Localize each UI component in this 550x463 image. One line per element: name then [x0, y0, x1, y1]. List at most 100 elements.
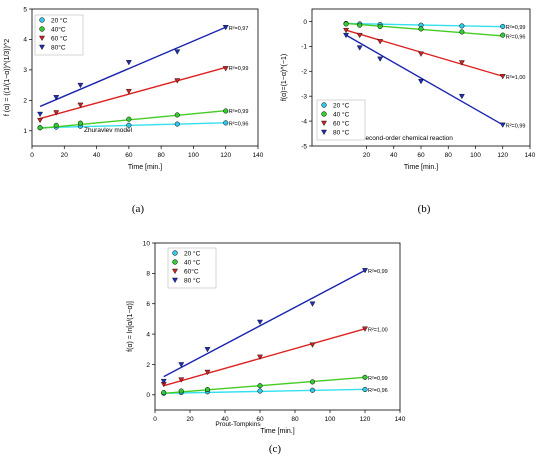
panel-c-data-point: [257, 354, 263, 360]
panel-c-fit-line: [163, 388, 366, 394]
panel-a-r2-label: R²=0,99: [229, 109, 249, 115]
panel-c-legend-marker: [172, 277, 178, 284]
panel-b-data-point: [377, 23, 383, 29]
panel-a-legend-marker: [39, 35, 45, 42]
panel-c-data-point: [178, 388, 184, 394]
panel-a-r2-label: R²=0,96: [229, 121, 249, 127]
panel-c-data-point: [309, 387, 316, 393]
panel-c-legend-marker: [172, 250, 178, 256]
panel-c-data-point: [204, 347, 211, 353]
panel-a-x-tick-label: 40: [93, 152, 101, 159]
panel-c-x-tick-label: 20: [186, 416, 194, 423]
panel-b-x-tick-label: 20: [363, 152, 371, 159]
panel-b-legend-marker: [321, 120, 327, 127]
panel-a-data-point: [77, 120, 83, 126]
panel-a-r2-label: R²=0,97: [229, 26, 249, 32]
panel-b-x-tick-label: 80: [445, 152, 453, 159]
panel-a-data-point: [222, 66, 229, 72]
panel-c-data-point: [178, 377, 185, 383]
panel-a-y-tick-label: 5: [23, 6, 27, 13]
panel-a-data-point: [37, 111, 44, 118]
panel-c-data-point: [309, 301, 316, 307]
panel-a-plot-frame: [31, 8, 259, 147]
panel-c-legend-label: 40 °C: [184, 258, 201, 266]
panel-a-fit-line: [40, 109, 226, 130]
panel-b-data-point: [357, 22, 363, 28]
panel-c-y-tick-label: 0: [146, 392, 150, 399]
panel-c-x-tick-label: 40: [221, 416, 229, 423]
panel-a-data-point: [223, 120, 229, 126]
panel-b-data-point: [343, 21, 349, 27]
panel-a-data-point: [174, 49, 181, 55]
panel-b-data-point: [500, 23, 506, 29]
panel-c-x-axis-label: Time [min.]: [260, 428, 294, 435]
panel-b-y-tick-label: -1: [301, 44, 307, 51]
panel-b-legend-label: 40 °C: [333, 110, 350, 118]
panel-a-x-axis-label: Time [min.]: [128, 164, 162, 171]
panel-c-y-tick-label: 4: [146, 331, 150, 338]
chart-panel-b: 20 40 60 80 100 120 140 -5 -4 -3 -2 -1 0 Time [min.] f…: [281, 8, 536, 215]
panel-b-legend-label: 60 °C: [333, 119, 350, 127]
panel-a-fit-line: [39, 66, 226, 120]
panel-a-data-point: [77, 102, 84, 108]
panel-a-x-tick-label: 60: [125, 152, 133, 159]
panel-c-y-tick-label: 6: [146, 301, 150, 308]
panel-b-fit-line: [345, 34, 504, 126]
panel-a-y-tick-label: 2: [23, 98, 27, 105]
panel-b-data-point: [459, 23, 465, 29]
panel-b-x-tick-label: 100: [470, 152, 481, 159]
panel-c-legend-label: 80 °C: [184, 276, 201, 284]
panel-b-data-point: [377, 56, 384, 62]
panel-c-x-tick-label: 120: [360, 416, 371, 423]
panel-a-x-tick-label: 0: [30, 152, 34, 159]
panel-b-r2-label: R²=0,99: [506, 123, 526, 129]
panel-c-data-point: [309, 379, 316, 385]
panel-a-data-point: [53, 95, 60, 101]
panel-a-y-tick-label: 1: [23, 128, 27, 135]
panel-a-legend-marker: [39, 26, 45, 32]
panel-a-legend-label: 40°C: [51, 25, 66, 33]
panel-a-y-axis-label: f (α) = ((1/(1−α))^(1/3))^2: [4, 39, 11, 116]
panel-a-data-point: [174, 112, 180, 118]
panel-b-annotation: Second-order chemical reaction: [361, 135, 453, 142]
panel-b-y-tick-label: -3: [301, 93, 307, 100]
panel-c-r2-label: R²=1,00: [368, 327, 388, 333]
panel-c-legend-label: 60°C: [184, 267, 199, 275]
panel-c-data-point: [204, 369, 211, 376]
panel-b-y-tick-label: 0: [303, 19, 307, 26]
panel-b-r2-label: R²=0,99: [506, 25, 526, 31]
panel-a-y-tick-label: 4: [23, 37, 27, 44]
panel-a-x-tick-label: 140: [253, 152, 264, 159]
panel-a-data-point: [223, 108, 229, 114]
panel-b-data-point: [458, 93, 465, 100]
panel-b-label: (b): [418, 203, 431, 215]
panel-c-data-point: [161, 389, 167, 396]
panel-a-fit-line: [39, 26, 226, 108]
panel-a-legend-label: 80°C: [51, 43, 66, 51]
panel-a-x-tick-label: 100: [188, 152, 199, 159]
panel-c-annotation: Prout-Tompkins: [215, 421, 261, 428]
panel-c-fit-line: [163, 376, 366, 394]
panel-c-y-tick-label: 10: [143, 240, 151, 247]
panel-c-r2-label: R²=0,99: [368, 269, 388, 275]
panel-b-legend-marker: [321, 129, 327, 136]
panel-a-data-point: [174, 121, 180, 127]
panel-b-data-point: [418, 51, 424, 57]
panel-c-data-point: [309, 342, 316, 348]
panel-c-x-tick-label: 60: [256, 416, 264, 423]
panel-b-x-tick-label: 140: [525, 152, 536, 159]
panel-a-data-point: [126, 122, 132, 128]
panel-c-plot-frame: [154, 242, 401, 411]
panel-b-x-tick-label: 60: [417, 152, 425, 159]
chart-panel-a: 0 20 40 60 80 100 120 140 1 2 3 4 5 Time [min.] f (α) …: [4, 6, 264, 215]
panel-a-data-point: [125, 60, 132, 66]
panel-a-y-tick-label: 3: [23, 67, 27, 74]
panel-a-r2-label: R²=0,99: [229, 66, 249, 72]
panel-b-legend-label: 80 °C: [333, 128, 350, 136]
panel-a-legend-marker: [39, 44, 45, 51]
panel-c-y-axis-label: f(α) = ln[α/(1−α)]: [127, 301, 134, 352]
panel-c-data-point: [257, 383, 263, 389]
panel-b-data-point: [343, 32, 350, 39]
panel-c-data-point: [362, 374, 368, 380]
